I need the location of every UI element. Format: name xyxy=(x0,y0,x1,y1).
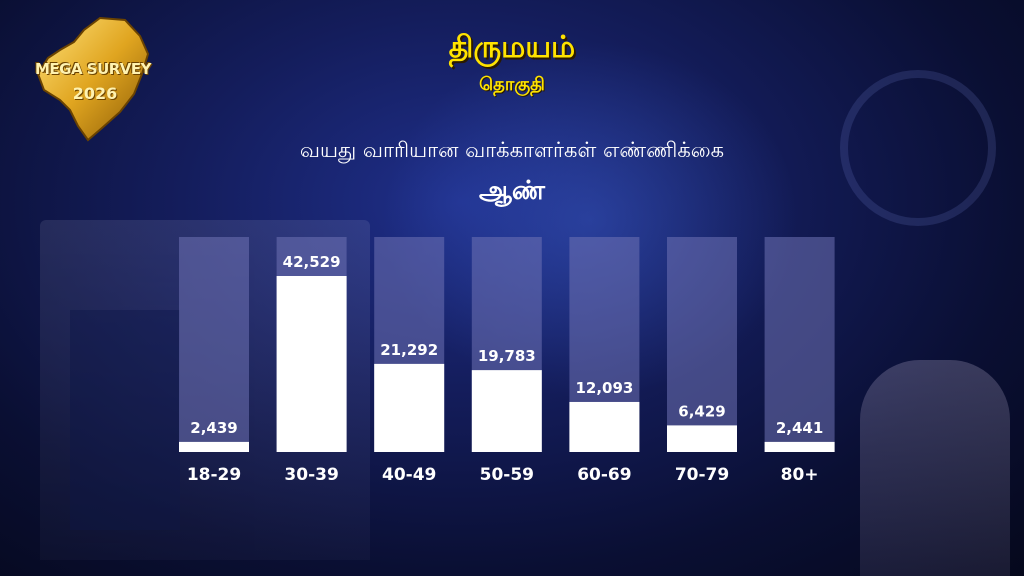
category-label: 30-39 xyxy=(284,465,338,485)
bar-value-label: 21,292 xyxy=(380,341,438,359)
category-label: 70-79 xyxy=(675,465,729,485)
constituency-title: திருமயம் xyxy=(448,30,576,65)
category-label: 18-29 xyxy=(187,465,241,485)
bar-track xyxy=(764,237,835,452)
bar-value-label: 12,093 xyxy=(575,379,633,397)
background-emblem-image xyxy=(840,70,996,226)
bar xyxy=(374,363,445,452)
bar-track xyxy=(667,237,737,452)
bar xyxy=(569,401,640,452)
bar-value-label: 2,441 xyxy=(776,419,823,437)
category-label: 80+ xyxy=(781,465,819,485)
chart-title: வயது வாரியான வாக்காளர்கள் எண்ணிக்கை xyxy=(299,138,725,162)
bar xyxy=(471,370,542,452)
category-label: 50-59 xyxy=(480,465,534,485)
background-hand-image xyxy=(860,360,1010,576)
tamilnadu-map-icon xyxy=(36,16,150,142)
bar-value-label: 2,439 xyxy=(190,419,237,437)
constituency-subtitle: தொகுதி xyxy=(479,74,545,95)
bar-value-label: 19,783 xyxy=(478,347,536,365)
category-label: 60-69 xyxy=(577,465,631,485)
bar xyxy=(667,425,737,452)
bar-value-label: 6,429 xyxy=(678,402,725,420)
logo-year: 2026 xyxy=(72,84,118,103)
category-label: 40-49 xyxy=(382,465,436,485)
logo-text: MEGA SURVEY xyxy=(34,60,152,78)
bar-track xyxy=(179,237,249,452)
bar xyxy=(179,441,249,452)
chart-subtitle: ஆண் xyxy=(479,176,545,206)
bar xyxy=(764,441,835,452)
mega-survey-logo: MEGA SURVEY 2026 xyxy=(30,14,155,144)
bar xyxy=(276,276,347,452)
bar-value-label: 42,529 xyxy=(283,253,341,271)
